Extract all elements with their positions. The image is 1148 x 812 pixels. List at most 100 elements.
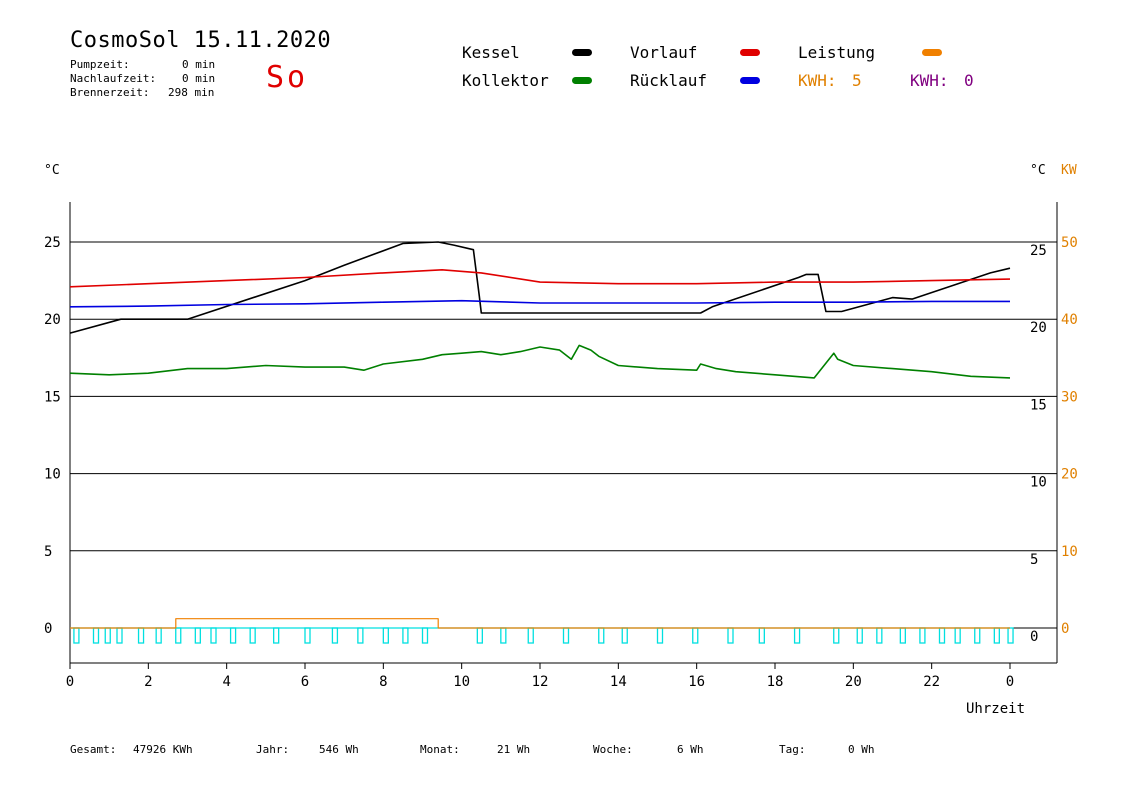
pump-pulse — [727, 627, 734, 644]
legend-ruecklauf-label: Rücklauf — [630, 71, 708, 90]
pump-pulse — [899, 627, 906, 644]
legend-kwh-label-2: KWH: — [910, 71, 949, 90]
stat-brennerzeit-label: Brennerzeit: — [70, 86, 150, 99]
pump-pulse — [331, 627, 339, 644]
legend-kollektor-swatch — [572, 77, 592, 84]
pump-pulse — [500, 627, 507, 644]
y-tick-label-right: 25 — [1030, 243, 1047, 259]
pump-pulse — [758, 627, 765, 644]
pump-pulse — [304, 627, 311, 644]
x-tick-label: 10 — [453, 674, 470, 690]
pump-pulse — [175, 627, 182, 644]
page-title: CosmoSol 15.11.2020 — [70, 28, 332, 53]
x-axis-label: Uhrzeit — [966, 701, 1026, 717]
x-tick-label: 2 — [144, 674, 152, 690]
footer-monat-value: 21 Wh — [497, 743, 531, 756]
footer-woche-label: Woche: — [593, 743, 633, 756]
footer-tag-value: 0 Wh — [848, 743, 875, 756]
pump-pulse — [562, 627, 570, 644]
pump-pulse — [938, 627, 946, 644]
legend-leistung-swatch — [922, 49, 942, 56]
legend-kwh-value-1: 5 — [852, 71, 862, 90]
footer-tag-label: Tag: — [779, 743, 806, 756]
x-tick-label: 8 — [379, 674, 387, 690]
y-tick-label-left: 15 — [44, 389, 61, 405]
x-tick-label: 0 — [66, 674, 74, 690]
y2-tick-label: 20 — [1061, 467, 1078, 483]
pump-pulse — [402, 627, 409, 644]
pump-pulse — [974, 627, 981, 644]
series-line-kessel — [69, 241, 1011, 334]
x-tick-label: 0 — [1006, 674, 1014, 690]
stat-nachlaufzeit-value: 0 min — [182, 72, 216, 85]
y-tick-label-left: 25 — [44, 235, 61, 251]
stat-pumpzeit-label: Pumpzeit: — [70, 58, 130, 71]
pump-pulse — [993, 627, 1000, 644]
y-tick-label-left: 0 — [44, 621, 52, 637]
stat-pumpzeit-value: 0 min — [182, 58, 216, 71]
pump-pulse — [692, 627, 699, 644]
legend-leistung-label: Leistung — [798, 43, 876, 62]
pump-pulse — [621, 627, 628, 644]
legend-vorlauf-label: Vorlauf — [630, 43, 698, 62]
series-line-leistung — [70, 618, 1010, 629]
pump-pulse — [598, 627, 605, 644]
footer-monat-label: Monat: — [420, 743, 460, 756]
legend-kessel-swatch — [572, 49, 592, 56]
pump-pulse — [1007, 627, 1014, 644]
pump-pulse — [73, 627, 80, 644]
pump-pulse — [833, 627, 840, 644]
pump-pulse — [793, 627, 801, 644]
y2-tick-label: 30 — [1061, 389, 1078, 405]
pump-pulse — [876, 627, 883, 644]
stat-brennerzeit-value: 298 min — [168, 86, 215, 99]
left-unit-label: °C — [44, 163, 60, 178]
pump-pulse — [382, 627, 389, 644]
right-unit-label: °C — [1030, 163, 1046, 178]
x-tick-label: 18 — [767, 674, 784, 690]
footer-jahr-label: Jahr: — [256, 743, 290, 756]
x-tick-label: 14 — [610, 674, 627, 690]
legend-ruecklauf-swatch — [740, 77, 760, 84]
pump-pulse — [210, 627, 217, 644]
pump-pulse — [229, 627, 237, 644]
legend-vorlauf-swatch — [740, 49, 760, 56]
pump-pulse — [137, 627, 145, 644]
legend-kollektor-label: Kollektor — [462, 71, 549, 90]
pump-pulse — [92, 627, 100, 644]
footer-woche-value: 6 Wh — [677, 743, 704, 756]
right-kw-label: KW — [1061, 163, 1077, 178]
series-line-rcklauf — [69, 299, 1010, 308]
x-tick-label: 4 — [222, 674, 230, 690]
y2-tick-label: 50 — [1061, 235, 1078, 251]
y2-tick-label: 40 — [1061, 312, 1078, 328]
x-tick-label: 16 — [688, 674, 705, 690]
y-tick-label-left: 20 — [44, 312, 61, 328]
pump-pulse — [194, 627, 201, 644]
pump-pulse — [856, 627, 863, 644]
pump-pulse — [919, 627, 926, 644]
x-tick-label: 6 — [301, 674, 309, 690]
pump-pulse — [954, 627, 961, 644]
series-line-vorlauf — [69, 268, 1011, 288]
y2-tick-label: 0 — [1061, 621, 1069, 637]
y-tick-label-right: 20 — [1030, 320, 1047, 336]
footer-gesamt-label: Gesamt: — [70, 743, 117, 756]
pump-pulse — [476, 627, 483, 644]
x-tick-label: 20 — [845, 674, 862, 690]
pump-pulse — [155, 627, 162, 644]
y-tick-label-right: 15 — [1030, 397, 1047, 413]
y-tick-label-right: 5 — [1030, 552, 1038, 568]
pump-pulse — [421, 627, 429, 644]
y-tick-label-left: 5 — [44, 544, 52, 560]
legend-kessel-label: Kessel — [462, 43, 520, 62]
pump-pulse — [273, 627, 280, 644]
pump-pulse — [116, 627, 123, 644]
pump-pulse — [656, 627, 664, 644]
footer-gesamt-value: 47926 KWh — [133, 743, 193, 756]
legend-kwh-value-2: 0 — [964, 71, 974, 90]
y-tick-label-right: 0 — [1030, 629, 1038, 645]
footer-jahr-value: 546 Wh — [319, 743, 359, 756]
pump-pulse — [357, 627, 364, 644]
